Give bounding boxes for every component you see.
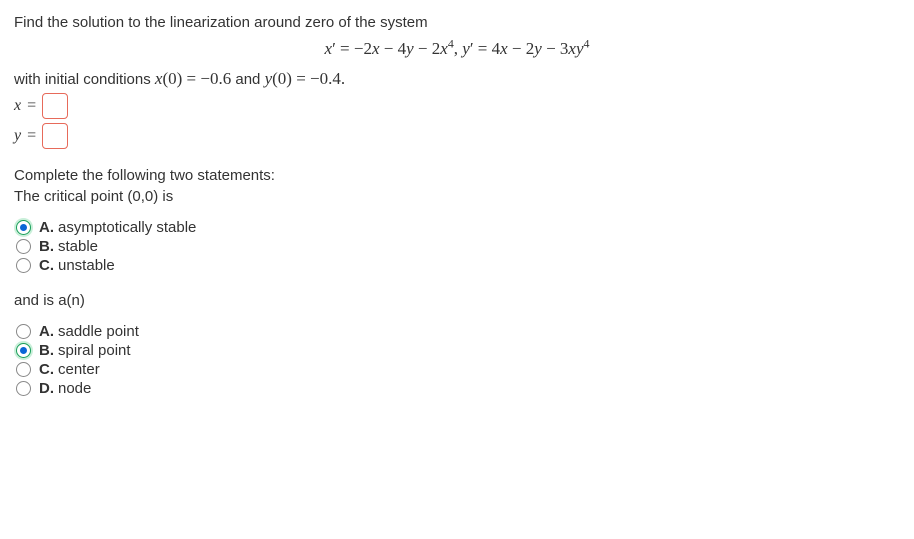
option-text: center [58, 361, 100, 378]
option-letter: C. [39, 257, 54, 274]
stability-option-a[interactable]: A.asymptotically stable [14, 219, 900, 236]
y-label: y [14, 127, 21, 145]
radio-button[interactable] [16, 343, 31, 358]
type-option-b[interactable]: B.spiral point [14, 342, 900, 359]
radio-button[interactable] [16, 324, 31, 339]
option-text: unstable [58, 257, 115, 274]
radio-button[interactable] [16, 258, 31, 273]
statement-1: The critical point (0,0) is [14, 188, 900, 205]
option-group-2: A.saddle pointB.spiral pointC.centerD.no… [14, 323, 900, 397]
option-text: spiral point [58, 342, 131, 359]
y-answer-input[interactable] [42, 123, 68, 149]
x-answer-input[interactable] [42, 93, 68, 119]
x-label: x [14, 97, 21, 115]
question-prompt: Find the solution to the linearization a… [14, 14, 900, 31]
type-option-d[interactable]: D.node [14, 380, 900, 397]
option-label: A.asymptotically stable [39, 219, 196, 236]
option-text: saddle point [58, 323, 139, 340]
option-text: stable [58, 238, 98, 255]
option-text: asymptotically stable [58, 219, 196, 236]
statement-2: and is a(n) [14, 292, 900, 309]
option-letter: B. [39, 238, 54, 255]
radio-button[interactable] [16, 381, 31, 396]
x-answer-row: x = [14, 93, 900, 119]
system-equation: x′ = −2x − 4y − 2x4, y′ = 4x − 2y − 3xy4 [325, 39, 590, 58]
option-group-1: A.asymptotically stableB.stableC.unstabl… [14, 219, 900, 274]
equals-sign: = [27, 97, 36, 115]
radio-button[interactable] [16, 362, 31, 377]
option-label: B.spiral point [39, 342, 131, 359]
option-label: C.unstable [39, 257, 115, 274]
option-letter: B. [39, 342, 54, 359]
radio-button[interactable] [16, 220, 31, 235]
equals-sign: = [27, 127, 36, 145]
stability-option-c[interactable]: C.unstable [14, 257, 900, 274]
option-label: B.stable [39, 238, 98, 255]
option-letter: C. [39, 361, 54, 378]
option-letter: A. [39, 219, 54, 236]
option-label: A.saddle point [39, 323, 139, 340]
type-option-a[interactable]: A.saddle point [14, 323, 900, 340]
type-option-c[interactable]: C.center [14, 361, 900, 378]
y-answer-row: y = [14, 123, 900, 149]
option-letter: A. [39, 323, 54, 340]
option-text: node [58, 380, 91, 397]
radio-button[interactable] [16, 239, 31, 254]
option-label: D.node [39, 380, 91, 397]
stability-option-b[interactable]: B.stable [14, 238, 900, 255]
option-label: C.center [39, 361, 100, 378]
initial-conditions: with initial conditions x(0) = −0.6 and … [14, 69, 900, 89]
option-letter: D. [39, 380, 54, 397]
statements-intro: Complete the following two statements: [14, 167, 900, 184]
